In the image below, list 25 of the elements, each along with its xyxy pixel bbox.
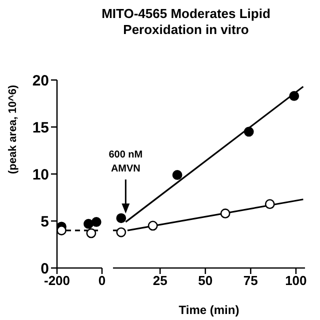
point <box>264 199 275 210</box>
point <box>57 225 66 236</box>
x-axis-title: Time (min) <box>178 303 240 317</box>
annotation: 600 nM AMVN <box>108 149 143 174</box>
x-tick-label: 50 <box>198 273 213 288</box>
point <box>289 91 300 101</box>
x-tick-label: 0 <box>98 273 106 288</box>
x-tick-label: 100 <box>285 273 307 288</box>
point <box>244 126 254 137</box>
point <box>116 213 126 224</box>
x-tick-label: 25 <box>152 273 168 288</box>
point <box>86 228 96 238</box>
y-axis-title: (peak area, 10^6) <box>6 84 19 174</box>
point <box>116 227 126 238</box>
x-tick-label: 75 <box>243 273 258 288</box>
y-tick-label: 10 <box>32 166 49 184</box>
y-tick-label: 5 <box>40 213 49 230</box>
chart-title: MITO-4565 Moderates Lipid Peroxidation in vitro <box>100 6 272 38</box>
point <box>84 218 94 229</box>
point <box>220 208 230 218</box>
point <box>91 216 102 227</box>
point <box>148 220 158 231</box>
y-tick-label: 20 <box>32 72 49 90</box>
y-tick-label: 15 <box>32 119 49 136</box>
point <box>172 170 182 180</box>
